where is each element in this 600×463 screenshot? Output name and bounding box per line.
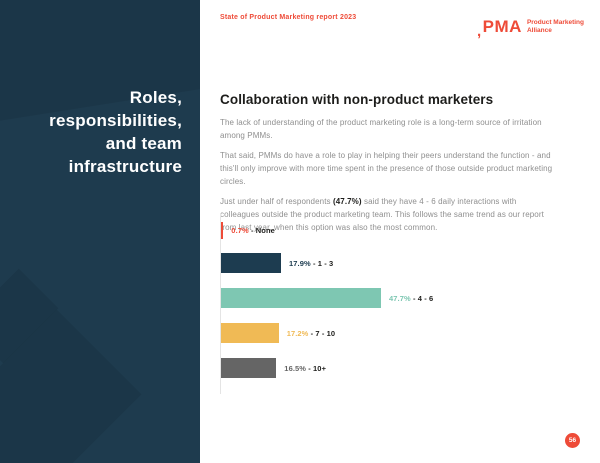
chart-bar-row: 16.5% - 10+	[221, 358, 565, 378]
paragraph-1: The lack of understanding of the product…	[220, 118, 542, 140]
report-title: State of Product Marketing report 2023	[220, 14, 357, 21]
bar-label: 17.2% - 7 - 10	[287, 329, 336, 338]
bar-category: - 7 - 10	[310, 328, 336, 338]
bar-value: 0.7%	[231, 226, 251, 235]
pma-logo-mark: , PMA	[476, 17, 522, 40]
bar-chart: 0.7% - None 17.9% - 1 - 3 47.7% - 4 - 6 17.…	[220, 213, 565, 394]
bar-value: 47.7%	[389, 293, 413, 303]
sidebar: Roles, responsibilities, and team infras…	[0, 0, 200, 463]
pma-wordmark-line2: Alliance	[526, 27, 552, 34]
chart-bar-row: 47.7% - 4 - 6	[221, 288, 565, 308]
bar-label: 16.5% - 10+	[284, 364, 326, 373]
section-title-line: infrastructure	[68, 157, 182, 176]
pma-logo-letters: PMA	[482, 17, 522, 36]
pma-logo-wordmark: Product Marketing Alliance	[527, 19, 584, 35]
main-content: Collaboration with non-product marketers…	[220, 92, 558, 241]
bar-value: 17.2%	[286, 328, 311, 338]
paragraph-2: That said, PMMs do have a role to play i…	[220, 151, 553, 186]
bar-value: 17.9%	[289, 258, 313, 268]
chart-bar-row: 0.7% - None	[221, 222, 565, 239]
bar-label: 17.9% - 1 - 3	[289, 259, 333, 268]
bar-segment	[221, 288, 381, 308]
bar-segment	[221, 358, 277, 378]
chart-axis-line	[220, 213, 221, 394]
bar-category: - None	[250, 226, 275, 235]
bar-label: 0.7% - None	[231, 226, 275, 235]
bar-segment	[221, 323, 279, 343]
section-title: Roles, responsibilities, and team infras…	[10, 86, 182, 178]
chart-bar-row: 17.9% - 1 - 3	[221, 253, 565, 273]
chart-rows: 0.7% - None 17.9% - 1 - 3 47.7% - 4 - 6 17.…	[221, 222, 565, 378]
bar-category: - 10+	[308, 363, 327, 373]
bar-category: - 4 - 6	[412, 293, 434, 303]
section-title-line: Roles,	[129, 88, 182, 107]
page-number-badge: 56	[565, 433, 580, 448]
stat-highlight: (47.7%)	[332, 197, 362, 206]
bar-value: 16.5%	[284, 363, 309, 373]
pma-logo-comma-icon: ,	[476, 23, 482, 40]
content-heading: Collaboration with non-product marketers	[220, 92, 494, 107]
section-title-line: responsibilities,	[49, 111, 182, 130]
bar-segment	[221, 253, 281, 273]
paragraph-3: Just under half of respondents (47.7%) s…	[220, 197, 544, 232]
chart-bar-row: 17.2% - 7 - 10	[221, 323, 565, 343]
bar-category: - 1 - 3	[312, 258, 334, 268]
section-title-line: and team	[105, 134, 182, 153]
bar-segment	[221, 222, 224, 239]
pma-logo: , PMA Product Marketing Alliance	[476, 17, 584, 40]
pma-wordmark-line1: Product Marketing	[526, 19, 584, 26]
bar-label: 47.7% - 4 - 6	[389, 294, 433, 303]
